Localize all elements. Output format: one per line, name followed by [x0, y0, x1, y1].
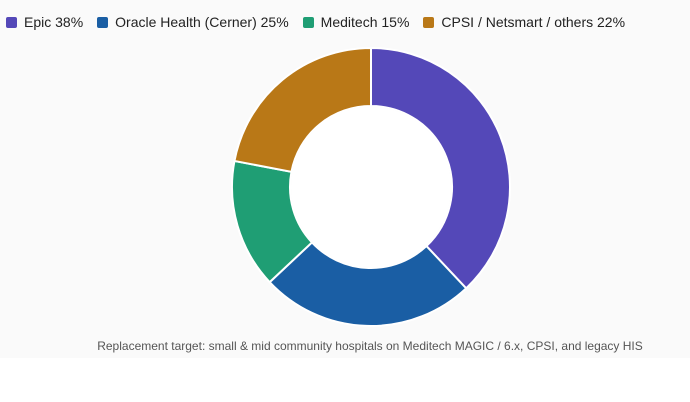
legend-item-oracle-health: Oracle Health (Cerner) 25%: [97, 14, 289, 30]
donut-hole: [291, 107, 451, 267]
donut-slices: [231, 46, 511, 327]
legend-item-epic: Epic 38%: [6, 14, 83, 30]
legend-label-oracle-health: Oracle Health (Cerner) 25%: [115, 14, 289, 30]
legend-item-meditech: Meditech 15%: [302, 14, 410, 30]
legend-label-others: CPSI / Netsmart / others 22%: [441, 14, 626, 30]
donut-slice-epic: [370, 46, 511, 290]
legend-label-epic: Epic 38%: [24, 14, 84, 30]
chart-legend: Epic 38% Oracle Health (Cerner) 25% Medi…: [6, 14, 639, 30]
legend-label-meditech: Meditech 15%: [320, 14, 410, 30]
legend-swatch-meditech: [302, 16, 314, 28]
donut-slice-others: [233, 46, 372, 173]
legend-item-others: CPSI / Netsmart / others 22%: [423, 14, 625, 30]
chart-caption: Replacement target: small & mid communit…: [97, 339, 643, 353]
legend-swatch-others: [423, 16, 435, 28]
donut-chart: [231, 46, 511, 327]
donut-slice-oracle-health: [268, 241, 468, 327]
legend-swatch-epic: [6, 16, 17, 28]
legend-swatch-oracle-health: [97, 16, 109, 28]
